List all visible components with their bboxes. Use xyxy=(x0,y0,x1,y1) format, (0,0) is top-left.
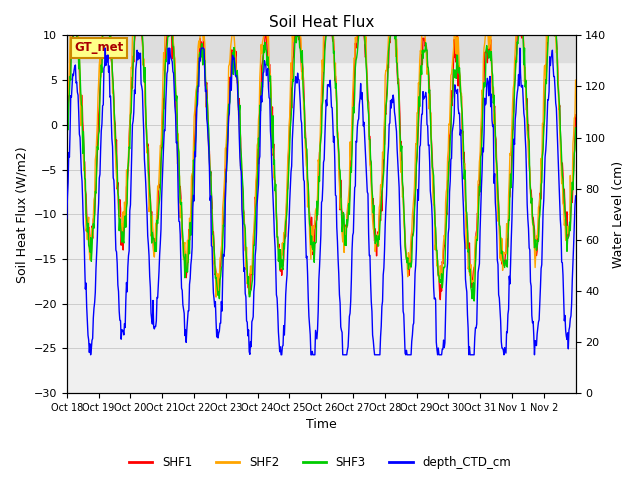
Y-axis label: Water Level (cm): Water Level (cm) xyxy=(612,161,625,268)
depth_CTD_cm xyxy=(63,216,70,222)
SHF3 xyxy=(374,243,381,249)
Line: SHF2: SHF2 xyxy=(67,36,575,297)
SHF1 xyxy=(63,128,70,133)
depth_CTD_cm xyxy=(124,264,132,270)
SHF3 xyxy=(261,39,269,45)
SHF1 xyxy=(124,180,131,186)
X-axis label: Time: Time xyxy=(306,419,337,432)
Line: SHF1: SHF1 xyxy=(67,36,575,300)
depth_CTD_cm xyxy=(87,352,95,358)
SHF1 xyxy=(572,112,579,118)
SHF3 xyxy=(63,160,70,166)
depth_CTD_cm xyxy=(572,193,579,199)
SHF2 xyxy=(243,244,250,250)
Legend: SHF1, SHF2, SHF3, depth_CTD_cm: SHF1, SHF2, SHF3, depth_CTD_cm xyxy=(124,452,516,474)
Y-axis label: Soil Heat Flux (W/m2): Soil Heat Flux (W/m2) xyxy=(15,146,28,283)
SHF1 xyxy=(261,34,269,39)
SHF2 xyxy=(212,294,220,300)
Text: GT_met: GT_met xyxy=(74,41,124,54)
SHF3 xyxy=(572,125,579,131)
depth_CTD_cm xyxy=(375,352,383,358)
SHF3 xyxy=(70,33,77,38)
SHF2 xyxy=(63,105,70,111)
SHF2 xyxy=(572,77,579,83)
SHF3 xyxy=(403,256,410,262)
depth_CTD_cm xyxy=(243,318,250,324)
SHF1 xyxy=(436,297,444,302)
SHF1 xyxy=(242,249,250,255)
Title: Soil Heat Flux: Soil Heat Flux xyxy=(269,15,374,30)
SHF3 xyxy=(124,200,131,206)
SHF2 xyxy=(67,33,75,38)
SHF3 xyxy=(217,273,225,279)
Line: SHF3: SHF3 xyxy=(67,36,575,301)
Bar xyxy=(67,36,575,62)
SHF2 xyxy=(218,245,225,251)
depth_CTD_cm xyxy=(218,299,225,304)
SHF1 xyxy=(403,256,410,262)
SHF3 xyxy=(470,298,478,304)
depth_CTD_cm xyxy=(101,45,109,51)
SHF2 xyxy=(262,33,269,38)
depth_CTD_cm xyxy=(403,352,411,358)
SHF2 xyxy=(124,169,131,175)
Line: depth_CTD_cm: depth_CTD_cm xyxy=(67,48,575,355)
depth_CTD_cm xyxy=(262,62,269,68)
SHF2 xyxy=(375,243,383,249)
SHF1 xyxy=(374,229,381,235)
SHF2 xyxy=(403,260,411,265)
SHF1 xyxy=(69,33,77,38)
SHF1 xyxy=(217,261,225,267)
SHF3 xyxy=(242,247,250,252)
